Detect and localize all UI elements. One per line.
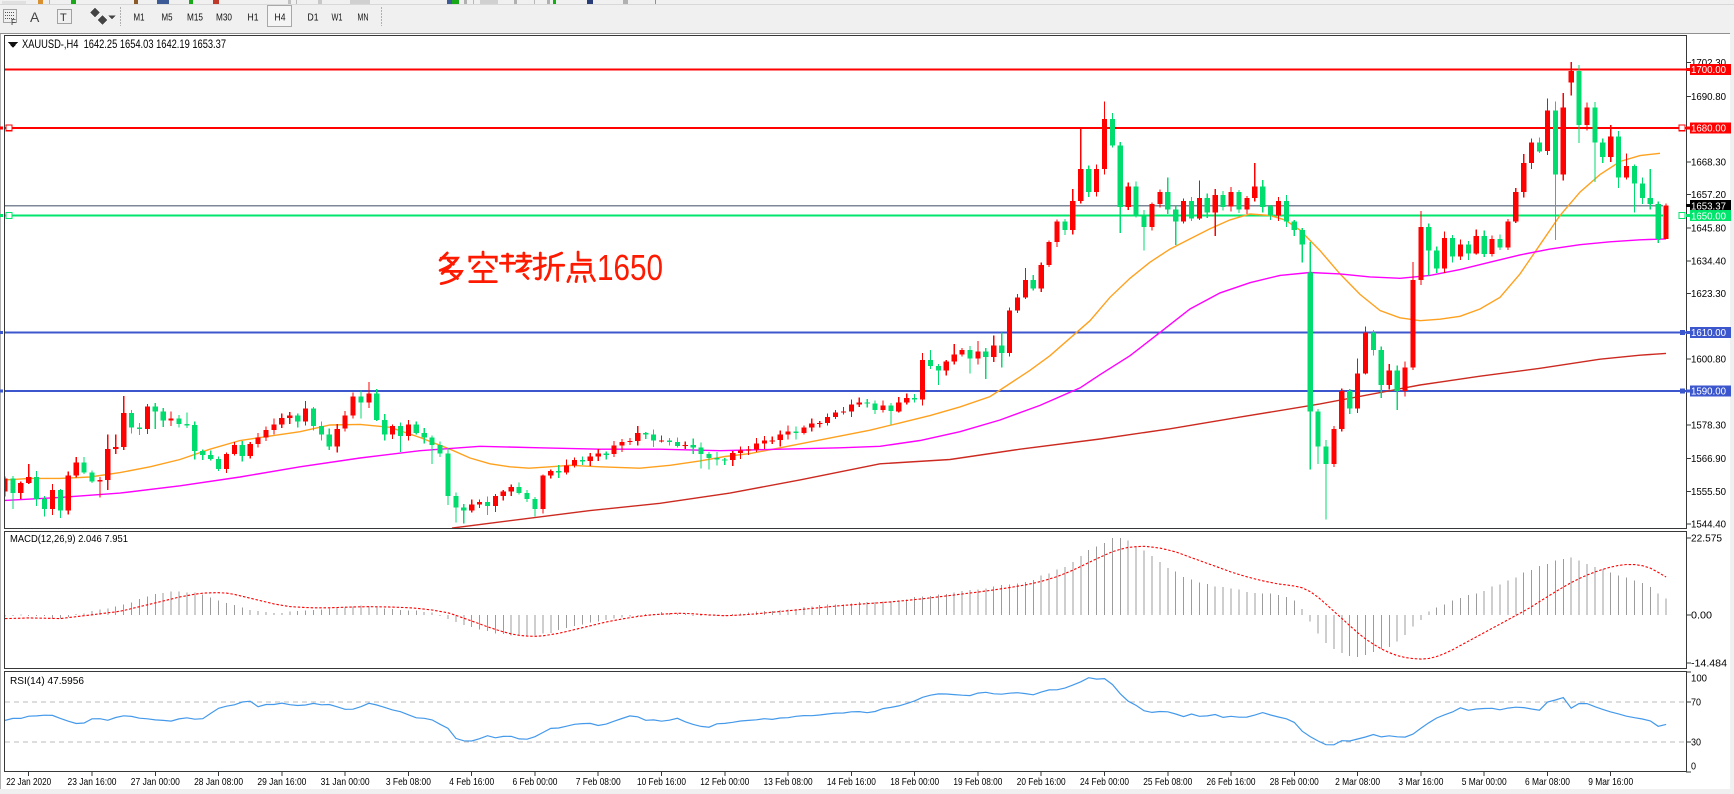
svg-text:6 Mar 08:00: 6 Mar 08:00 xyxy=(1525,776,1570,788)
svg-text:0.00: 0.00 xyxy=(1691,610,1712,622)
svg-text:23 Jan 16:00: 23 Jan 16:00 xyxy=(68,776,117,788)
svg-text:2 Mar 08:00: 2 Mar 08:00 xyxy=(1335,776,1380,788)
svg-text:20 Feb 16:00: 20 Feb 16:00 xyxy=(1017,776,1066,788)
svg-text:T: T xyxy=(60,12,67,24)
svg-text:22.575: 22.575 xyxy=(1691,533,1722,545)
svg-text:RSI(14) 47.5956: RSI(14) 47.5956 xyxy=(10,675,84,687)
svg-text:-14.484: -14.484 xyxy=(1691,658,1727,670)
svg-text:1566.90: 1566.90 xyxy=(1691,453,1726,465)
svg-text:6 Feb 00:00: 6 Feb 00:00 xyxy=(513,776,558,788)
svg-text:13 Feb 08:00: 13 Feb 08:00 xyxy=(764,776,813,788)
svg-text:W1: W1 xyxy=(332,12,343,24)
svg-text:M5: M5 xyxy=(162,12,173,24)
svg-text:29 Jan 16:00: 29 Jan 16:00 xyxy=(257,776,306,788)
svg-text:5 Mar 00:00: 5 Mar 00:00 xyxy=(1462,776,1507,788)
svg-text:A: A xyxy=(30,9,40,25)
svg-text:1653.37: 1653.37 xyxy=(1691,201,1726,213)
svg-text:22 Jan 2020: 22 Jan 2020 xyxy=(6,776,51,788)
svg-text:1650.00: 1650.00 xyxy=(1691,210,1726,222)
svg-text:M15: M15 xyxy=(187,12,203,24)
svg-text:1610.00: 1610.00 xyxy=(1691,327,1726,339)
svg-text:1668.30: 1668.30 xyxy=(1691,157,1726,169)
svg-text:1590.00: 1590.00 xyxy=(1691,386,1726,398)
svg-text:XAUUSD-,H4 1642.25 1654.03 16: XAUUSD-,H4 1642.25 1654.03 1642.19 1653.… xyxy=(22,37,226,51)
svg-text:1544.40: 1544.40 xyxy=(1691,519,1726,531)
svg-text:30: 30 xyxy=(1691,737,1701,749)
svg-text:M30: M30 xyxy=(216,12,232,24)
svg-text:1645.80: 1645.80 xyxy=(1691,222,1726,234)
svg-text:3 Feb 08:00: 3 Feb 08:00 xyxy=(386,776,431,788)
svg-text:1578.30: 1578.30 xyxy=(1691,420,1726,432)
svg-text:31 Jan 00:00: 31 Jan 00:00 xyxy=(321,776,370,788)
svg-text:24 Feb 00:00: 24 Feb 00:00 xyxy=(1080,776,1129,788)
svg-text:1700.00: 1700.00 xyxy=(1691,64,1726,76)
svg-text:MN: MN xyxy=(358,12,369,24)
svg-text:14 Feb 16:00: 14 Feb 16:00 xyxy=(827,776,876,788)
svg-text:1600.80: 1600.80 xyxy=(1691,354,1726,366)
svg-text:1555.50: 1555.50 xyxy=(1691,486,1726,498)
svg-text:70: 70 xyxy=(1691,697,1701,709)
svg-text:1690.80: 1690.80 xyxy=(1691,91,1726,103)
svg-text:9 Mar 16:00: 9 Mar 16:00 xyxy=(1588,776,1633,788)
svg-text:1680.00: 1680.00 xyxy=(1691,123,1726,135)
svg-text:1650: 1650 xyxy=(597,247,663,288)
svg-text:M1: M1 xyxy=(134,12,145,24)
svg-text:25 Feb 08:00: 25 Feb 08:00 xyxy=(1143,776,1192,788)
svg-text:H4: H4 xyxy=(275,12,286,24)
svg-text:12 Feb 00:00: 12 Feb 00:00 xyxy=(700,776,749,788)
svg-text:28 Jan 08:00: 28 Jan 08:00 xyxy=(194,776,243,788)
svg-text:7 Feb 08:00: 7 Feb 08:00 xyxy=(576,776,621,788)
svg-text:1634.40: 1634.40 xyxy=(1691,256,1726,268)
svg-text:18 Feb 00:00: 18 Feb 00:00 xyxy=(890,776,939,788)
svg-text:3 Mar 16:00: 3 Mar 16:00 xyxy=(1398,776,1443,788)
svg-text:100: 100 xyxy=(1691,673,1707,685)
svg-text:F: F xyxy=(11,18,16,27)
svg-text:10 Feb 16:00: 10 Feb 16:00 xyxy=(637,776,686,788)
svg-text:1657.20: 1657.20 xyxy=(1691,189,1726,201)
svg-text:27 Jan 00:00: 27 Jan 00:00 xyxy=(131,776,180,788)
svg-text:1623.30: 1623.30 xyxy=(1691,288,1726,300)
svg-text:H1: H1 xyxy=(248,12,259,24)
svg-text:D1: D1 xyxy=(308,12,319,24)
svg-text:MACD(12,26,9) 2.046 7.951: MACD(12,26,9) 2.046 7.951 xyxy=(10,533,128,545)
svg-text:28 Feb 00:00: 28 Feb 00:00 xyxy=(1270,776,1319,788)
svg-text:19 Feb 08:00: 19 Feb 08:00 xyxy=(953,776,1002,788)
svg-text:0: 0 xyxy=(1691,761,1696,773)
svg-text:26 Feb 16:00: 26 Feb 16:00 xyxy=(1207,776,1256,788)
svg-text:4 Feb 16:00: 4 Feb 16:00 xyxy=(449,776,494,788)
